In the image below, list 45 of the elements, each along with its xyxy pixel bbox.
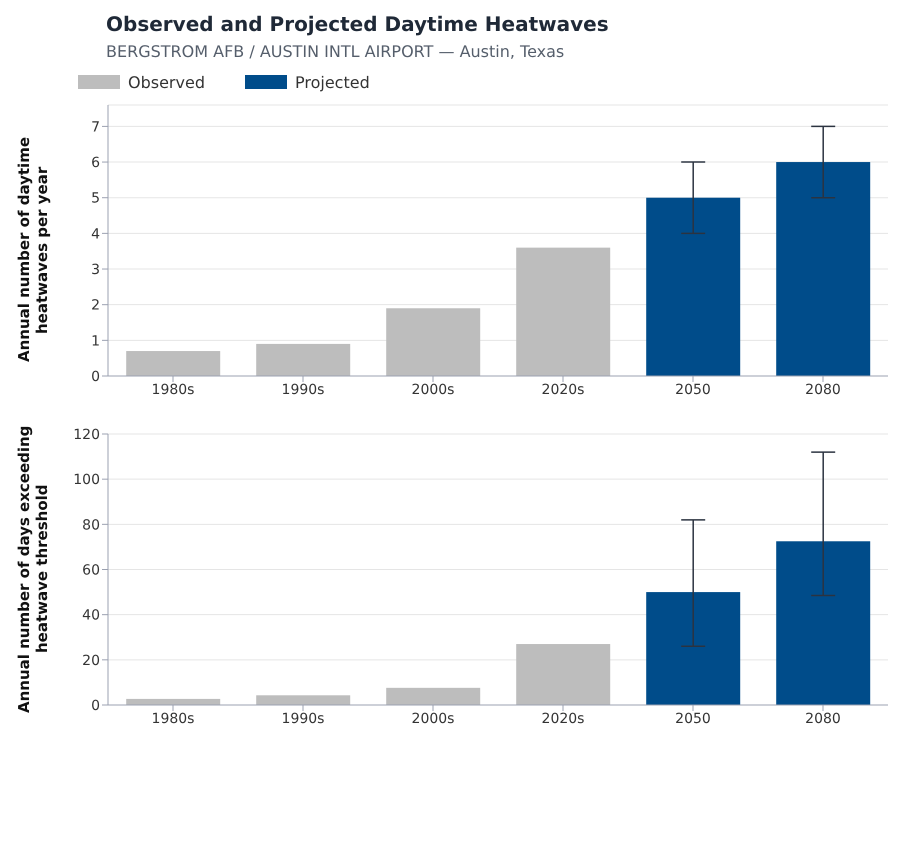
chart-title: Observed and Projected Daytime Heatwaves	[106, 12, 610, 36]
x-tick-label: 1980s	[152, 710, 194, 727]
y-tick-label: 7	[91, 119, 100, 136]
bar	[386, 688, 480, 705]
x-tick-label: 2080	[805, 382, 841, 398]
x-tick-label: 2020s	[542, 710, 584, 727]
bar	[646, 198, 740, 376]
bar	[646, 592, 740, 705]
y-tick-label: 40	[82, 608, 100, 624]
x-tick-label: 2050	[675, 710, 711, 727]
bar	[386, 308, 480, 376]
y-tick-label: 100	[73, 472, 100, 488]
y-tick-label: 3	[91, 262, 100, 278]
bar	[516, 644, 610, 705]
y-tick-label: 0	[91, 368, 100, 385]
x-tick-label: 2000s	[412, 710, 454, 727]
legend-label: Projected	[294, 72, 370, 92]
y-axis-title: Annual number of days exceeding heatwave threshold	[15, 424, 51, 714]
y-tick-label: 20	[82, 652, 100, 669]
y-tick-label: 0	[91, 698, 100, 714]
y-tick-label: 2	[91, 298, 100, 314]
x-tick-label: 2020s	[542, 382, 584, 398]
y-tick-label: 4	[91, 226, 100, 242]
bar	[516, 248, 610, 376]
bar	[126, 698, 220, 705]
x-tick-label: 1990s	[282, 710, 324, 727]
x-tick-label: 2050	[675, 382, 711, 398]
legend-label: Observed	[128, 72, 205, 92]
y-tick-label: 80	[82, 517, 100, 534]
y-tick-label: 1	[91, 333, 100, 350]
bar	[256, 695, 350, 705]
bar	[776, 162, 870, 376]
x-tick-label: 2000s	[412, 382, 454, 398]
y-tick-label: 6	[91, 155, 100, 172]
bar	[776, 541, 870, 705]
x-tick-label: 1990s	[282, 382, 324, 398]
chart-subtitle: BERGSTROM AFB / AUSTIN INTL AIRPORT — Austin, Texas	[106, 42, 566, 61]
y-tick-label: 120	[73, 426, 100, 443]
y-tick-label: 60	[82, 562, 100, 578]
y-tick-label: 5	[91, 190, 100, 207]
bar	[256, 344, 350, 376]
y-axis-title: Annual number of daytime heatwaves per year	[15, 136, 51, 364]
x-tick-label: 1980s	[152, 382, 194, 398]
x-tick-label: 2080	[805, 710, 841, 727]
bar	[126, 351, 220, 376]
